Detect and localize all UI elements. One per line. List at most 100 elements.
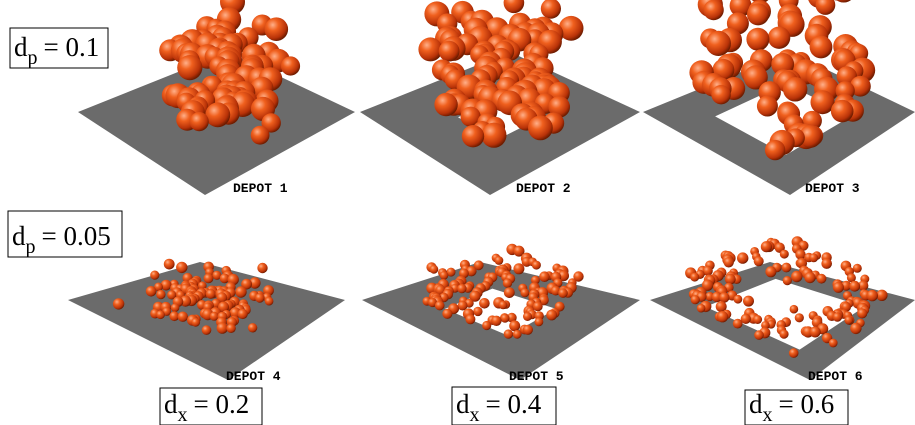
particle — [832, 0, 856, 3]
particle — [765, 140, 785, 160]
particle — [495, 256, 504, 265]
particle — [191, 318, 200, 327]
particle — [782, 263, 792, 273]
particle — [765, 266, 776, 277]
particle — [706, 31, 731, 56]
particle — [255, 293, 265, 303]
particle — [513, 263, 524, 274]
particle — [746, 28, 769, 51]
symbol: d — [164, 389, 178, 419]
particle — [238, 309, 248, 319]
particle — [465, 314, 475, 324]
particle — [164, 259, 175, 270]
particle — [265, 17, 289, 41]
particle — [737, 252, 748, 263]
subscript: p — [28, 47, 38, 69]
particle — [757, 96, 778, 117]
particle — [418, 37, 442, 61]
particle — [235, 286, 246, 297]
particle — [703, 0, 723, 20]
particle — [804, 272, 815, 283]
particle — [532, 261, 541, 270]
particle — [768, 27, 790, 49]
depot-label: DEPOT 1 — [233, 181, 288, 196]
depot-panel: DEPOT 5 — [362, 244, 640, 384]
particle — [747, 3, 769, 25]
particle — [810, 327, 821, 338]
particle — [853, 264, 862, 273]
particle — [150, 271, 159, 280]
particle — [205, 102, 230, 127]
particle — [833, 312, 842, 321]
particle — [783, 77, 807, 101]
depot-label: DEPOT 4 — [226, 369, 281, 384]
particle — [190, 112, 209, 131]
particle — [251, 126, 270, 145]
particle — [546, 310, 557, 321]
particle — [690, 273, 699, 282]
particle — [845, 316, 854, 325]
particle — [481, 123, 506, 148]
particle — [113, 298, 124, 309]
depot-label: DEPOT 2 — [516, 181, 571, 196]
particle — [457, 284, 466, 293]
particle — [697, 304, 706, 313]
subscript: x — [763, 404, 773, 425]
particle — [754, 330, 764, 340]
depot-label: DEPOT 6 — [808, 369, 863, 384]
symbol: d — [749, 389, 763, 419]
particle — [281, 56, 300, 75]
particle — [504, 287, 515, 298]
symbol: d — [14, 32, 28, 62]
particle — [816, 0, 836, 15]
particle — [156, 290, 165, 299]
particle — [754, 256, 764, 266]
particle — [513, 330, 522, 339]
label-value: = 0.6 — [779, 389, 835, 419]
particle — [265, 297, 274, 306]
particle — [499, 301, 508, 310]
particle — [829, 339, 838, 348]
particle — [226, 324, 235, 333]
particle — [733, 319, 743, 329]
particle — [177, 55, 202, 80]
particle — [217, 322, 228, 333]
particle — [204, 274, 214, 284]
particle — [178, 312, 188, 322]
particle — [857, 308, 867, 318]
depot-panel: DEPOT 3 — [643, 0, 915, 196]
particle — [523, 325, 533, 335]
particle — [817, 274, 827, 284]
particle — [482, 321, 491, 330]
particle — [442, 309, 452, 319]
particle — [257, 263, 267, 273]
subscript: x — [178, 404, 188, 425]
particle — [779, 330, 788, 339]
column-label: dx= 0.4 — [452, 387, 556, 425]
label-value: = 0.2 — [194, 389, 250, 419]
particle — [810, 36, 833, 59]
particle — [171, 303, 180, 312]
particle — [206, 289, 216, 299]
depot-label: DEPOT 5 — [509, 369, 564, 384]
figure: DEPOT 1 DEPOT 2 DEPOT 3 DEPOT 4 DEPOT 5 DEPOT… — [0, 0, 915, 425]
subscript: x — [470, 404, 480, 425]
particle — [541, 0, 561, 19]
row-label: dp= 0.05 — [8, 211, 122, 258]
particle — [504, 329, 513, 338]
particle — [833, 282, 844, 293]
particle — [202, 325, 212, 335]
particle — [809, 253, 818, 262]
particle — [717, 311, 728, 322]
particle — [558, 288, 568, 298]
column-label: dx = 0.6 — [745, 389, 848, 425]
particle — [491, 316, 501, 326]
particle — [509, 320, 520, 331]
depot-panel: DEPOT 2 — [360, 0, 640, 196]
label-value: = 0.4 — [486, 389, 542, 419]
particle — [504, 0, 525, 13]
particle — [520, 288, 529, 297]
particle — [430, 265, 439, 274]
particle — [479, 298, 490, 309]
depot-panel: DEPOT 1 — [78, 0, 355, 196]
